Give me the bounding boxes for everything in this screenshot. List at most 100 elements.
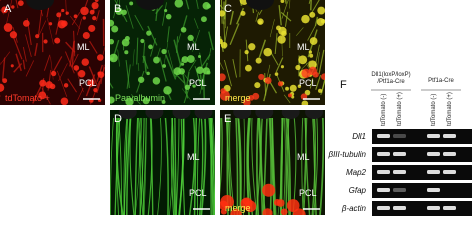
cell-body bbox=[81, 58, 90, 66]
layer-label: ML bbox=[297, 152, 310, 162]
fiber bbox=[280, 11, 292, 22]
cell-body bbox=[61, 8, 65, 13]
band bbox=[377, 170, 390, 174]
cell-body bbox=[194, 110, 213, 119]
fiber bbox=[88, 66, 98, 86]
cell-body bbox=[10, 64, 14, 68]
cell-body bbox=[244, 50, 249, 55]
micrograph-image bbox=[220, 110, 325, 215]
cell-body bbox=[254, 82, 261, 89]
band bbox=[393, 134, 406, 138]
fiber bbox=[147, 25, 158, 46]
cell-body bbox=[255, 57, 262, 64]
fiber bbox=[110, 82, 114, 89]
fiber bbox=[143, 117, 147, 215]
fiber bbox=[312, 117, 316, 215]
cell-body bbox=[94, 0, 99, 3]
cell-body bbox=[263, 47, 272, 57]
layer-label: ML bbox=[77, 42, 90, 52]
fiber bbox=[143, 55, 147, 74]
cell-body bbox=[92, 16, 97, 21]
band bbox=[427, 206, 440, 210]
cell-body bbox=[248, 94, 255, 101]
fiber bbox=[264, 73, 267, 96]
cell-body bbox=[61, 20, 68, 27]
cell-body bbox=[301, 68, 311, 78]
cell-body bbox=[220, 88, 226, 94]
fiber bbox=[165, 54, 177, 80]
fiber bbox=[188, 117, 196, 215]
fiber bbox=[220, 0, 223, 24]
fiber bbox=[185, 0, 190, 10]
cell-body bbox=[145, 110, 164, 119]
fiber bbox=[266, 64, 271, 79]
fiber bbox=[6, 0, 13, 25]
band bbox=[377, 206, 390, 210]
fiber bbox=[132, 49, 135, 67]
lane-label: tdTomato (-) bbox=[431, 94, 437, 126]
cell-body bbox=[301, 14, 310, 24]
fiber bbox=[199, 74, 204, 90]
fiber bbox=[269, 19, 275, 38]
cell-body bbox=[35, 34, 40, 39]
panel-letter: D bbox=[114, 113, 122, 125]
fiber bbox=[284, 11, 289, 27]
cell-body bbox=[165, 13, 172, 20]
cell-body bbox=[186, 55, 195, 63]
cell-body bbox=[146, 30, 152, 36]
fiber bbox=[220, 117, 223, 196]
layer-label: PCL bbox=[79, 78, 97, 88]
cell-body bbox=[60, 97, 69, 105]
fiber bbox=[134, 117, 140, 215]
fiber bbox=[138, 117, 145, 215]
panel-letter: E bbox=[224, 113, 231, 125]
gel-strip bbox=[372, 165, 472, 180]
cell-body bbox=[2, 78, 8, 84]
fiber bbox=[77, 87, 84, 101]
fiber bbox=[125, 59, 130, 89]
fiber bbox=[65, 41, 76, 53]
cell-body bbox=[308, 50, 313, 54]
gel-strip bbox=[372, 183, 472, 198]
cell-body bbox=[220, 41, 228, 49]
fiber bbox=[255, 11, 259, 22]
fiber bbox=[278, 5, 282, 26]
layer-label: PCL bbox=[189, 78, 207, 88]
band bbox=[393, 188, 406, 192]
cell-body bbox=[197, 54, 201, 58]
fiber bbox=[156, 47, 161, 59]
cell-body bbox=[129, 1, 134, 6]
cell-body bbox=[280, 208, 288, 215]
stain-caption: merge bbox=[225, 203, 251, 213]
band bbox=[443, 134, 456, 138]
cell-body bbox=[301, 100, 309, 105]
layer-label: PCL bbox=[299, 188, 317, 198]
lane-label: tdTomato (+) bbox=[397, 92, 403, 126]
fiber bbox=[113, 0, 118, 19]
fiber bbox=[193, 117, 198, 215]
cell-body bbox=[309, 53, 314, 58]
fiber bbox=[177, 33, 182, 43]
cell-body bbox=[304, 89, 311, 96]
fiber bbox=[196, 0, 199, 10]
group-label: Ptf1a-Cre bbox=[428, 78, 454, 84]
cell-body bbox=[206, 70, 211, 75]
gel-panel: F Dll1(loxP/loxP)/Ptf1a-Cre Ptf1a-Cre tdTom… bbox=[328, 72, 472, 216]
micrograph-panel: C ML PCL merge bbox=[220, 0, 325, 105]
fiber bbox=[147, 117, 153, 215]
panel-letter: F bbox=[340, 79, 347, 91]
fiber bbox=[183, 81, 192, 104]
gel-strip bbox=[372, 147, 472, 162]
cell-body bbox=[118, 110, 137, 119]
fiber bbox=[309, 78, 314, 89]
cell-body bbox=[43, 39, 48, 44]
band bbox=[427, 188, 440, 192]
cell-body bbox=[73, 65, 80, 71]
cell-body bbox=[89, 9, 95, 15]
cell-body bbox=[17, 0, 24, 7]
cell-body bbox=[77, 70, 86, 78]
fiber bbox=[232, 58, 238, 78]
fiber bbox=[134, 117, 139, 215]
panel-letter: C bbox=[224, 3, 232, 15]
fiber bbox=[0, 51, 11, 64]
